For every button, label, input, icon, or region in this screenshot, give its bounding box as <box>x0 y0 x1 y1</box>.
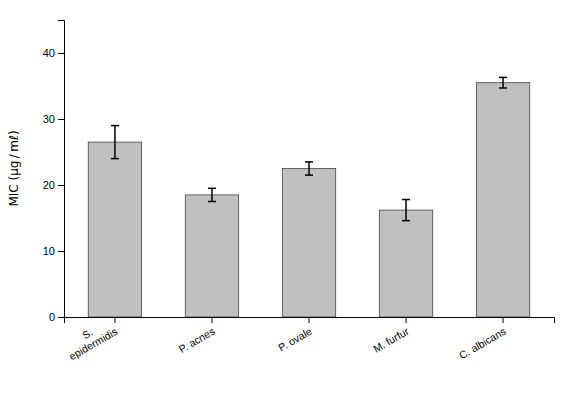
error-bar-stem <box>502 77 504 88</box>
bars <box>88 83 529 317</box>
y-tick: 30 <box>43 113 64 125</box>
y-axis-line <box>58 21 65 318</box>
x-axis-line <box>65 318 555 324</box>
x-tick-label: P. ovale <box>276 325 314 354</box>
y-tick: 40 <box>43 47 64 59</box>
x-tick-mark <box>503 317 504 323</box>
x-tick: M. furfur <box>371 317 411 355</box>
x-tick-mark <box>211 317 212 323</box>
y-tick-mark <box>58 251 64 252</box>
error-bar-stem <box>405 200 407 221</box>
error-bar-cap <box>305 174 313 176</box>
error-bar <box>208 188 216 201</box>
error-bar <box>305 162 313 175</box>
y-tick-label: 30 <box>43 113 55 125</box>
error-bar-cap <box>499 87 507 89</box>
y-axis-title: MIC (μg / mℓ) <box>7 130 21 206</box>
bar <box>88 142 141 317</box>
x-tick: C. albicans <box>457 317 508 361</box>
y-tick-mark <box>58 53 64 54</box>
y-tick: 10 <box>43 245 64 257</box>
y-tick-mark <box>58 185 64 186</box>
x-tick: P. acnes <box>176 317 216 355</box>
bar <box>185 195 238 317</box>
x-tick-mark <box>114 317 115 323</box>
y-tick: 20 <box>43 179 64 191</box>
error-bar-stem <box>211 188 213 201</box>
error-bar-cap <box>111 158 119 160</box>
bar <box>379 210 432 317</box>
error-bar-cap <box>208 201 216 203</box>
error-bar-cap <box>208 188 216 190</box>
error-bar-cap <box>402 220 410 222</box>
x-tick-label: P. acnes <box>176 325 216 355</box>
y-axis: 0 10 20 30 40 <box>43 21 65 324</box>
x-axis: S.epidermidis P. acnes P. ovale M. furfur C.… <box>61 315 555 362</box>
error-bar-stem <box>114 126 116 159</box>
x-tick-label: C. albicans <box>457 325 508 361</box>
error-bar-cap <box>305 161 313 163</box>
error-bar <box>111 126 119 159</box>
error-bar-cap <box>402 199 410 201</box>
bar <box>282 169 335 318</box>
error-bar-cap <box>499 77 507 79</box>
error-bar <box>499 77 507 88</box>
x-tick-mark <box>406 317 407 323</box>
y-tick-label: 20 <box>43 179 55 191</box>
error-bar <box>402 200 410 221</box>
x-tick-label: S.epidermidis <box>61 315 119 362</box>
y-tick-label: 40 <box>43 47 55 59</box>
error-bar-cap <box>111 125 119 127</box>
marks <box>88 77 529 317</box>
y-tick-mark <box>58 317 64 318</box>
x-tick-label: M. furfur <box>371 325 411 355</box>
chart: 0 10 20 30 40 S.epidermidis P. acnes P. ovale M.… <box>0 0 574 397</box>
error-bars <box>111 77 507 220</box>
x-tick-mark <box>309 317 310 323</box>
error-bar-stem <box>308 162 310 175</box>
y-tick-label: 0 <box>49 311 55 323</box>
x-tick: S.epidermidis <box>61 315 119 362</box>
y-tick-mark <box>58 119 64 120</box>
y-tick: 0 <box>49 311 64 323</box>
plot: 0 10 20 30 40 S.epidermidis P. acnes P. ovale M.… <box>43 21 555 363</box>
bar <box>476 83 529 317</box>
y-tick-label: 10 <box>43 245 55 257</box>
x-tick: P. ovale <box>276 317 314 353</box>
